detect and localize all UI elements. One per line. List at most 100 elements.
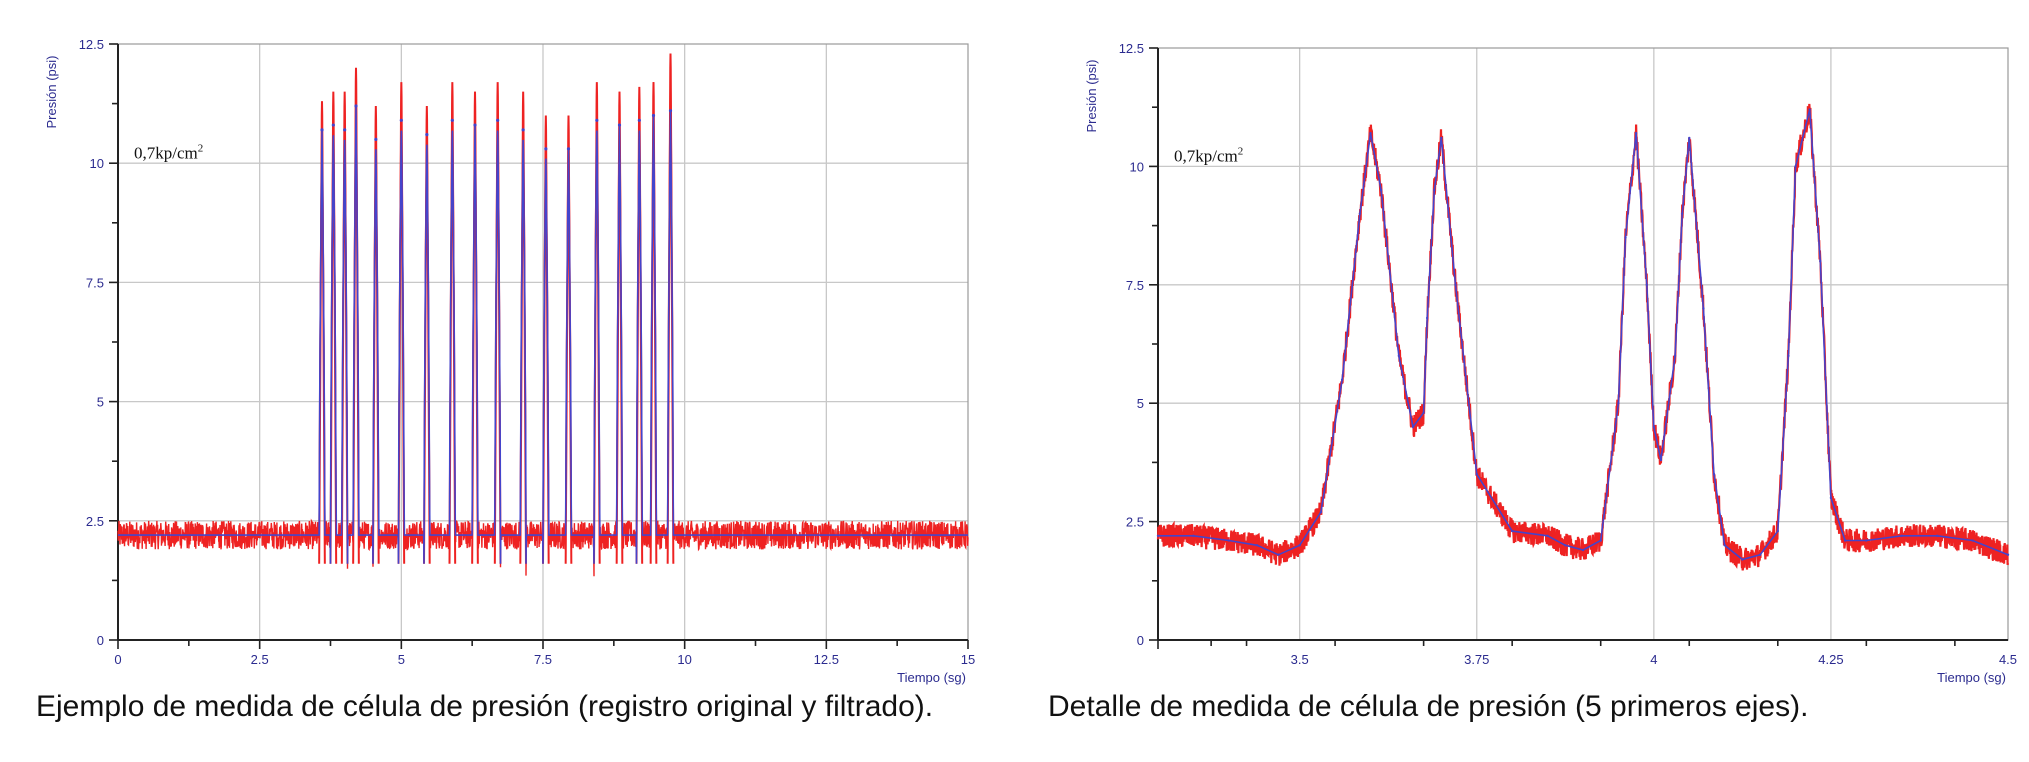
filtered-data-point	[1808, 108, 1811, 111]
filtered-data-point	[1411, 425, 1415, 429]
x-tick-label: 7.5	[534, 652, 552, 667]
filtered-peak-point	[496, 118, 500, 122]
filtered-data-point	[1440, 136, 1443, 140]
y-tick-label: 7.5	[1126, 278, 1144, 293]
filtered-peak-point	[425, 132, 429, 137]
chart-panel-left: 0 2.5 5 7.5 10 12.5 15 0 2.5 5 7.5 10 12.5 Tiempo (sg…	[0, 0, 1000, 762]
pressure-annotation: 0,7kp/cm2	[134, 142, 203, 162]
filtered-data-point	[1369, 132, 1372, 135]
filtered-data-point	[1581, 548, 1585, 552]
filtered-data-point	[1829, 496, 1833, 500]
y-tick-label: 5	[97, 395, 104, 410]
y-tick-label: 5	[1137, 396, 1144, 411]
filtered-data-point	[1776, 529, 1779, 533]
filtered-data-point	[1298, 544, 1301, 547]
y-tick-label: 0	[97, 633, 104, 648]
filtered-data-point	[1634, 132, 1638, 135]
filtered-data-point	[1741, 558, 1744, 561]
x-tick-label: 10	[677, 652, 691, 667]
chart-panel-right: 3.5 3.75 4 4.25 4.5 0 2.5 5 7.5 10 12.5 Tiempo (sg)…	[1040, 0, 2029, 762]
y-axis-title: Presión (psi)	[1084, 60, 1099, 133]
x-tick-label: 15	[961, 652, 975, 667]
x-tick-label: 3.5	[1291, 652, 1309, 667]
pressure-annotation: 0,7kp/cm2	[1174, 146, 1243, 166]
filtered-data-point	[1652, 425, 1656, 429]
x-tick-label: 4.5	[1999, 652, 2017, 667]
filtered-data-point	[1819, 259, 1822, 263]
filtered-data-point	[1787, 354, 1790, 358]
y-tick-label: 12.5	[79, 37, 104, 52]
x-tick-label: 5	[398, 652, 405, 667]
filtered-peak-point	[473, 123, 477, 127]
x-tick-label: 12.5	[814, 652, 839, 667]
filtered-data-point	[1673, 354, 1677, 358]
filtered-data-point	[1645, 283, 1648, 286]
filtered-data-point	[1454, 283, 1457, 286]
filtered-data-point	[1397, 354, 1401, 358]
filtered-peak-point	[544, 147, 548, 151]
filtered-data-point	[1971, 539, 1974, 542]
filtered-data-point	[1433, 188, 1436, 192]
filtered-data-point	[1546, 534, 1549, 538]
filtered-data-point	[1277, 553, 1280, 556]
y-tick-label: 12.5	[1119, 41, 1144, 56]
y-tick-label: 0	[1137, 633, 1144, 648]
series-filtered-line	[1158, 109, 2009, 561]
x-tick-label: 2.5	[251, 652, 269, 667]
filtered-data-point	[1255, 544, 1259, 547]
filtered-data-point	[1935, 534, 1939, 538]
filtered-data-point	[1702, 307, 1705, 310]
filtered-data-point	[1510, 529, 1514, 533]
filtered-data-point	[1227, 539, 1231, 542]
filtered-peak-point	[320, 128, 324, 132]
y-tick-label: 10	[1130, 159, 1144, 174]
filtered-peak-point	[637, 118, 641, 122]
filtered-peak-point	[521, 128, 525, 132]
filtered-peak-point	[331, 123, 335, 127]
filtered-data-point	[1758, 553, 1762, 556]
y-tick-label: 2.5	[1126, 515, 1144, 530]
filtered-peak-point	[450, 118, 454, 122]
filtered-peak-point	[595, 118, 599, 122]
filtered-data-point	[1379, 188, 1383, 192]
filtered-peak-point	[354, 104, 358, 108]
filtered-data-point	[1624, 236, 1627, 239]
filtered-data-point	[1425, 316, 1429, 320]
filtered-data-point	[1865, 539, 1868, 542]
filtered-data-point	[2006, 553, 2010, 556]
filtered-data-point	[1599, 539, 1602, 542]
filtered-peak-point	[617, 123, 622, 127]
series-raw-line	[1156, 103, 2010, 571]
x-axis-title: Tiempo (sg)	[897, 670, 966, 685]
y-tick-label: 7.5	[86, 275, 104, 290]
series-filtered-line	[118, 105, 968, 564]
filtered-peak-point	[399, 118, 403, 122]
x-axis-title: Tiempo (sg)	[1937, 670, 2006, 685]
filtered-data-point	[1688, 136, 1691, 140]
filtered-data-point	[1617, 402, 1620, 405]
filtered-data-point	[1358, 212, 1362, 215]
pressure-chart-detail: 3.5 3.75 4 4.25 4.5 0 2.5 5 7.5 10 12.5 Tiempo (sg)…	[1084, 41, 2017, 685]
filtered-data-point	[1843, 539, 1847, 542]
filtered-data-point	[1712, 473, 1716, 476]
filtered-data-point	[1340, 378, 1344, 381]
filtered-peak-point	[566, 147, 571, 151]
filtered-data-point	[1723, 544, 1726, 547]
filtered-data-point	[1794, 165, 1797, 168]
caption-right: Detalle de medida de célula de presión (…	[1048, 690, 1809, 723]
filtered-peak-point	[651, 113, 656, 118]
filtered-data-point	[1422, 411, 1425, 414]
y-tick-label: 2.5	[86, 514, 104, 529]
filtered-data-point	[1319, 510, 1323, 514]
caption-left: Ejemplo de medida de célula de presión (…	[36, 690, 934, 723]
filtered-data-point	[1900, 534, 1903, 538]
x-tick-label: 0	[114, 652, 121, 667]
x-tick-label: 4.25	[1818, 652, 1843, 667]
filtered-data-point	[1156, 534, 1160, 538]
y-tick-label: 10	[90, 156, 104, 171]
x-tick-label: 3.75	[1464, 652, 1489, 667]
filtered-peak-point	[343, 128, 347, 132]
pressure-chart-full: 0 2.5 5 7.5 10 12.5 15 0 2.5 5 7.5 10 12.5 Tiempo (sg…	[44, 37, 975, 685]
filtered-data-point	[1475, 473, 1478, 476]
filtered-data-point	[1659, 458, 1663, 462]
